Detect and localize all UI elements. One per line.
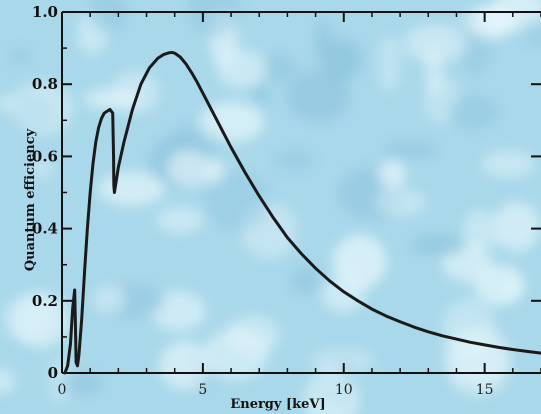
background-speckle [332,234,387,290]
background-speckle [519,16,541,46]
background-speckle [188,0,241,37]
background-speckle [481,150,535,178]
chart-axes [61,11,541,374]
x-tick-label: 15 [476,382,494,398]
y-tick-label: 0.6 [32,147,58,165]
y-tick-label: 0.4 [32,220,58,238]
y-tick-label: 1.0 [32,3,58,21]
background-speckle [321,276,366,313]
x-axis-label: Energy [keV] [230,397,325,412]
background-speckle [287,69,351,122]
background-speckle [322,38,362,81]
background-speckle [94,286,126,313]
background-speckle [411,234,467,256]
background-speckle [379,160,406,190]
background-speckle [273,149,316,171]
background-speckle [463,4,516,39]
background-speckle [303,370,360,414]
background-speckle [446,94,499,130]
background-speckle [30,158,55,179]
background-speckle [378,35,401,93]
efficiency-curve-line [63,50,541,375]
background-speckle [0,368,16,394]
background-speckle [159,341,212,390]
y-tick-label: 0 [48,364,58,382]
background-speckle [87,0,128,33]
background-speckle [9,81,75,136]
chart-ticks [61,11,541,374]
background-speckle [493,201,540,252]
background-speckle [314,20,333,63]
background-speckle [111,70,160,115]
background-speckle [260,54,297,83]
background-speckle [375,189,427,216]
y-tick-label: 0.2 [32,292,58,310]
chart-tick-labels: 0 0.2 0.4 0.6 0.8 1.0 0 5 10 15 [32,3,494,398]
chart-series [63,50,541,375]
x-tick-label: 10 [335,382,353,398]
background-speckle [61,372,104,394]
background-speckle [424,46,444,95]
background-speckle [382,141,438,159]
background-speckle [226,315,281,354]
background-speckle [403,24,468,63]
background-speckle [499,279,526,301]
background-speckle [155,207,204,234]
x-tick-label: 5 [198,382,207,398]
background-speckle [462,209,497,253]
x-tick-label: 0 [58,382,67,398]
background-speckle [250,84,270,103]
background-speckle [11,291,71,349]
background-speckle [290,268,321,295]
background-speckle [310,348,374,374]
y-axis-label: Quantum efficiency [23,128,38,271]
y-tick-label: 0.8 [32,75,58,93]
background-speckle [199,101,265,143]
background-speckle [167,149,210,188]
background-speckle [441,299,496,356]
background-speckle [9,45,31,67]
